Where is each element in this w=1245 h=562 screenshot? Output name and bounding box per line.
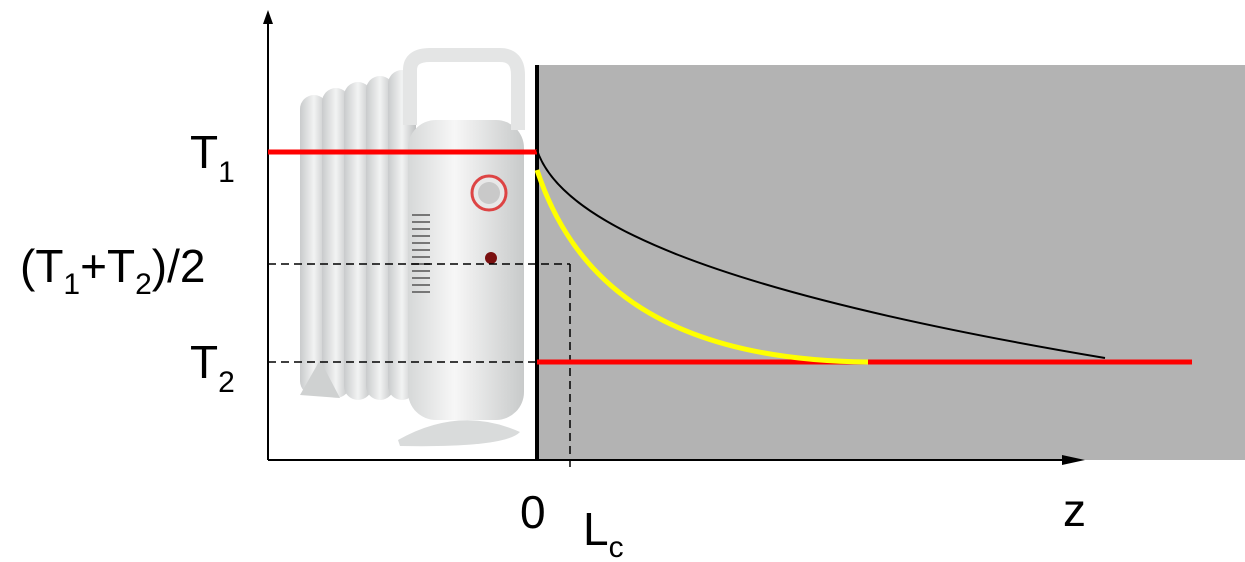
y-arrow: [263, 10, 273, 24]
label-t2: T2: [190, 336, 235, 399]
heater-image: [300, 48, 525, 447]
label-part: +T: [80, 240, 135, 292]
label-sub: 2: [135, 268, 152, 301]
label-sub: 1: [63, 268, 80, 301]
region: [537, 65, 1245, 460]
label-part: T: [190, 126, 218, 178]
label-sub: 1: [218, 156, 235, 189]
profile-curve: [536, 149, 1106, 359]
label-part: )/2: [152, 240, 206, 292]
label-sub: 2: [218, 366, 235, 399]
decay-curve: [534, 169, 869, 365]
label-mid: (T1+T2)/2: [20, 240, 205, 301]
guides: [268, 263, 571, 472]
label-part: L: [583, 503, 609, 555]
label-t1: T1: [190, 126, 235, 189]
label-z: z: [1063, 484, 1086, 536]
label-lc: Lc: [583, 503, 624, 562]
x-arrow: [1062, 455, 1085, 465]
label-sub: c: [609, 531, 624, 562]
label-part: T: [190, 336, 218, 388]
label-part: (T: [20, 240, 63, 292]
label-origin: 0: [520, 486, 546, 538]
